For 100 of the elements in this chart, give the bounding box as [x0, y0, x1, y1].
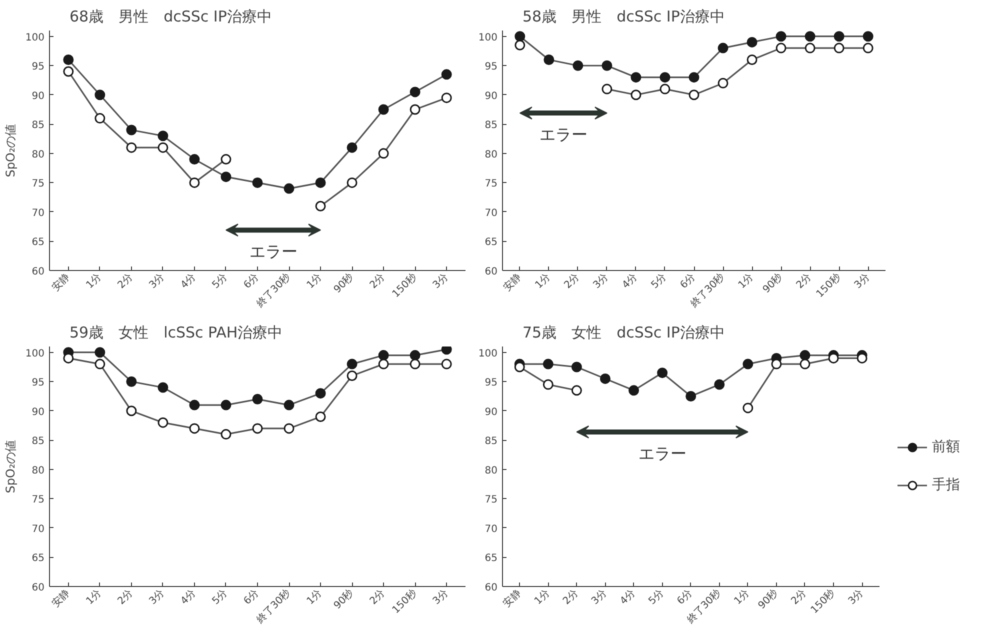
point [94, 113, 106, 124]
y-tick-label: 75 [32, 494, 45, 506]
y-tick-label: 80 [32, 149, 45, 160]
y-tick-label: 90 [32, 406, 45, 418]
y-tick-label: 80 [484, 465, 498, 476]
y-tick-label: 75 [484, 178, 498, 190]
x-tick-label: 4分 [618, 586, 638, 607]
x-tick-label: 3分 [590, 270, 611, 291]
point [346, 177, 358, 188]
point [94, 90, 106, 100]
chart-title: 58歳 男性 dcSSc IP治療中 [522, 8, 725, 26]
x-tick-label: 1分 [532, 586, 552, 607]
point [542, 358, 554, 370]
y-tick-label: 70 [484, 208, 498, 219]
point [378, 350, 389, 361]
point [718, 78, 728, 88]
point [600, 373, 610, 384]
x-tick-label: 4分 [620, 270, 640, 291]
point [158, 130, 168, 142]
point [410, 86, 420, 98]
y-tick-label: 100 [478, 32, 498, 44]
point [544, 54, 554, 66]
point [804, 42, 816, 54]
y-tick-label: 95 [484, 378, 498, 389]
point [441, 92, 452, 104]
point [776, 31, 786, 42]
x-tick-label: 6分 [674, 586, 695, 607]
point [410, 104, 420, 115]
x-tick-label: 2分 [115, 270, 136, 291]
x-tick-label: 1分 [736, 270, 756, 291]
x-tick-label: 1分 [304, 270, 324, 291]
y-tick-label: 80 [484, 149, 498, 160]
x-tick-label: 5分 [646, 586, 666, 607]
y-tick-label: 90 [484, 406, 498, 418]
point [628, 385, 640, 396]
x-tick-label: 安静 [50, 586, 72, 610]
point [315, 200, 326, 212]
x-tick-label: 2分 [788, 586, 809, 607]
point [441, 346, 452, 355]
y-tick-label: 65 [484, 237, 498, 248]
point [378, 358, 389, 370]
point [776, 42, 786, 54]
point [800, 350, 810, 361]
point [571, 362, 582, 372]
point [441, 358, 452, 370]
point [686, 391, 696, 402]
x-tick-label: 6分 [241, 270, 262, 291]
point [771, 358, 782, 370]
x-tick-label: 5分 [210, 270, 230, 291]
point [602, 60, 612, 71]
annotation: エラー [638, 444, 686, 463]
point [346, 142, 358, 153]
point [126, 124, 137, 136]
point [220, 429, 232, 440]
y-tick-label: 90 [32, 90, 45, 102]
point [714, 379, 725, 390]
chart-title: 59歳 女性 lcSSc PAH治療中 [70, 324, 283, 342]
y-tick-label: 80 [32, 465, 45, 476]
y-tick-label: 95 [32, 378, 45, 389]
point [126, 376, 137, 387]
x-tick-label: 1分 [84, 270, 104, 291]
point [220, 172, 232, 182]
x-tick-label: 2分 [367, 586, 388, 607]
y-tick-label: 85 [32, 120, 45, 132]
point [126, 406, 137, 416]
point [346, 358, 358, 370]
x-tick-label: 安静 [501, 270, 524, 294]
point [158, 142, 168, 153]
x-tick-label: 90秒 [331, 270, 356, 296]
y-tick-label: 65 [484, 553, 498, 564]
point [378, 148, 389, 159]
point [252, 423, 263, 434]
point [742, 358, 754, 370]
point [746, 54, 758, 66]
point [315, 388, 326, 399]
x-tick-label: 3分 [589, 586, 610, 607]
y-tick-label: 70 [32, 524, 45, 535]
point [514, 362, 525, 372]
point [220, 154, 232, 165]
x-tick-label: 90秒 [331, 586, 356, 612]
point [410, 358, 420, 370]
x-tick-label: 2分 [367, 270, 388, 291]
y-tick-label: 95 [484, 62, 498, 73]
y-tick-label: 85 [484, 436, 498, 448]
x-tick-label: 1分 [84, 586, 104, 607]
point [862, 31, 874, 42]
chart-title: 75歳 女性 dcSSc IP治療中 [522, 324, 725, 342]
y-tick-label: 75 [32, 178, 45, 190]
x-tick-label: 4分 [178, 586, 198, 607]
point [315, 177, 326, 188]
point [571, 385, 582, 396]
y-axis-title: SpO₂の値 [3, 124, 18, 178]
x-tick-label: 5分 [648, 270, 669, 291]
point [158, 382, 168, 393]
point [834, 42, 844, 54]
point [252, 394, 263, 404]
y-axis-title: SpO₂の値 [3, 440, 18, 494]
point [63, 66, 74, 77]
y-tick-label: 95 [32, 62, 45, 73]
y-tick-label: 60 [484, 266, 498, 278]
